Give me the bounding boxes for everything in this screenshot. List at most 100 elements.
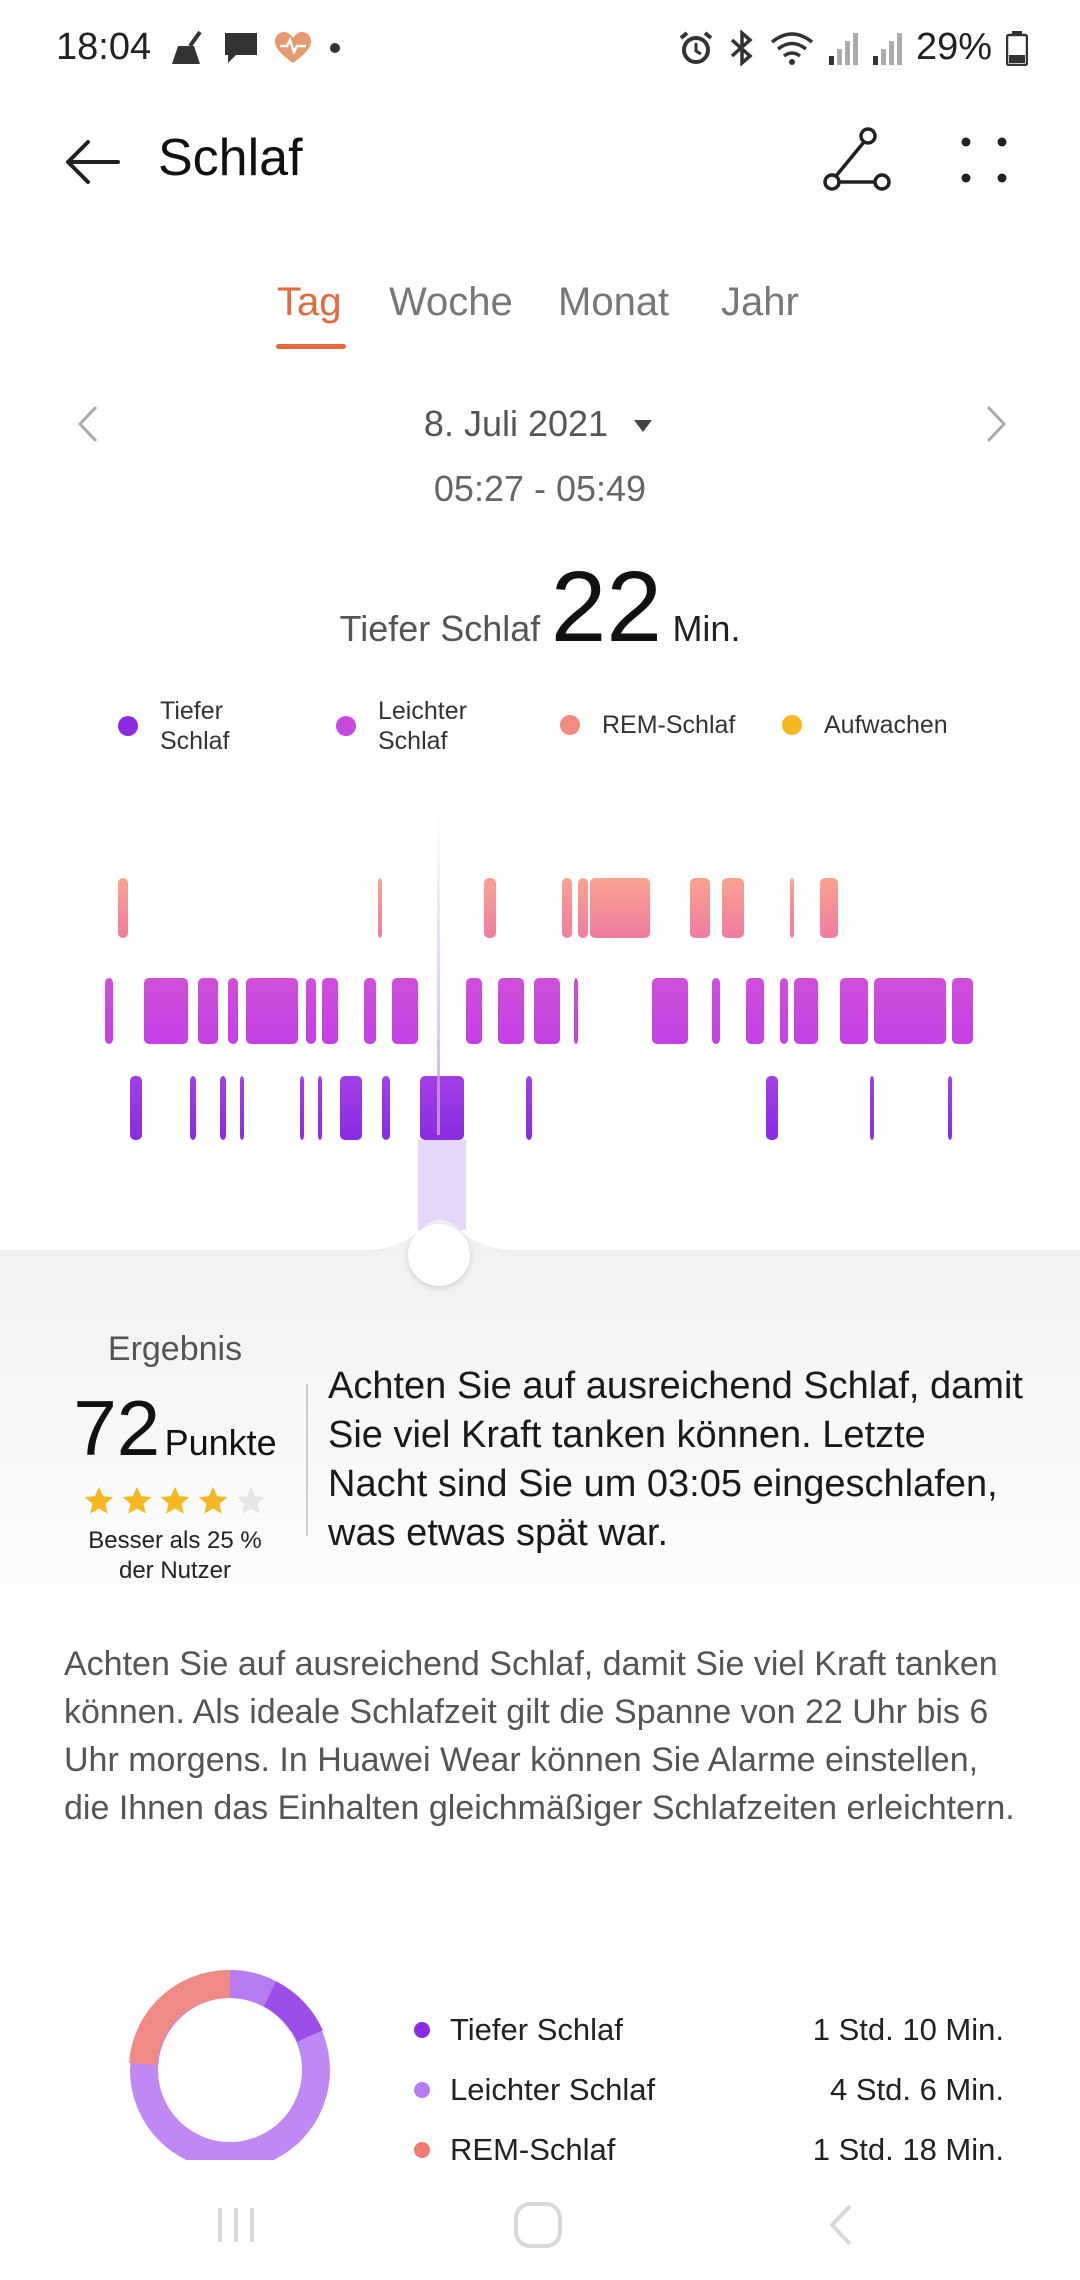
sleep-stage-bar-rem xyxy=(378,878,382,938)
stat-row-deep[interactable]: Tiefer Schlaf 1 Std. 10 Min. xyxy=(414,2000,1004,2060)
chart-cursor-line xyxy=(437,805,440,1135)
battery-percent: 29% xyxy=(915,26,992,68)
stat-name: Tiefer Schlaf xyxy=(450,2012,623,2047)
sleep-stage-bar-light xyxy=(105,978,113,1044)
legend-dot xyxy=(782,715,802,735)
system-back-icon[interactable] xyxy=(812,2200,872,2250)
star-rating xyxy=(40,1484,310,1518)
status-time: 18:04 xyxy=(56,26,152,68)
sleep-stage-bar-light xyxy=(534,978,560,1044)
stat-name: Leichter Schlaf xyxy=(450,2072,656,2107)
chart-legend: Tiefer Schlaf Leichter Schlaf REM-Schlaf A… xyxy=(0,696,1080,766)
legend-label: REM-Schlaf xyxy=(602,711,736,739)
sleep-stage-bar-light xyxy=(144,978,188,1044)
sleep-stage-bar-light xyxy=(498,978,524,1044)
broom-icon xyxy=(172,30,202,64)
sleep-stage-bar-light xyxy=(874,978,946,1044)
star-filled-icon xyxy=(84,1486,114,1514)
chart-scrubber-handle[interactable] xyxy=(408,1224,470,1286)
tab-woche[interactable]: Woche xyxy=(389,280,513,324)
tab-jahr[interactable]: Jahr xyxy=(721,280,799,324)
sleep-stage-bar-light xyxy=(952,978,973,1044)
wifi-icon xyxy=(770,31,814,65)
sleep-stage-bar-deep xyxy=(948,1076,952,1140)
sleep-stage-bar-rem xyxy=(590,878,650,938)
stat-row-light[interactable]: Leichter Schlaf 4 Std. 6 Min. xyxy=(414,2060,1004,2120)
page-title: Schlaf xyxy=(158,129,303,187)
sleep-stage-bar-deep xyxy=(526,1076,532,1140)
battery-icon xyxy=(1006,30,1028,66)
donut-segment-rem xyxy=(129,1969,231,2066)
sleep-stage-bar-deep xyxy=(420,1076,464,1140)
previous-day-icon[interactable] xyxy=(68,399,108,449)
message-icon xyxy=(225,33,257,63)
date-picker[interactable]: 8. Juli 2021 xyxy=(0,403,1080,445)
score-unit: Punkte xyxy=(164,1422,277,1463)
signal-icon xyxy=(872,32,902,65)
sleep-stage-bar-light xyxy=(392,978,418,1044)
legend-label: Schlaf xyxy=(378,727,448,755)
sleep-result: Ergebnis 72 Punkte Besser als 25 % der N… xyxy=(40,1330,310,1586)
sleep-stage-bar-light xyxy=(574,978,578,1044)
summary-label: Tiefer Schlaf xyxy=(339,608,541,649)
sleep-stage-bar-light xyxy=(652,978,688,1044)
next-day-icon[interactable] xyxy=(976,399,1016,449)
date-label: 8. Juli 2021 xyxy=(423,403,609,444)
time-range: 05:27 - 05:49 xyxy=(433,468,647,509)
tab-monat[interactable]: Monat xyxy=(558,280,670,324)
home-icon[interactable] xyxy=(508,2200,568,2250)
tab-tag[interactable]: Tag xyxy=(277,280,342,324)
sleep-stage-chart[interactable] xyxy=(0,790,1080,1250)
sleep-stage-bar-light xyxy=(228,978,238,1044)
sleep-stage-bar-rem xyxy=(484,878,496,938)
legend-label: Aufwachen xyxy=(824,711,948,739)
comparison-line: Besser als 25 % xyxy=(88,1527,262,1554)
score-value: 72 xyxy=(73,1384,161,1472)
dot-icon xyxy=(330,43,340,53)
sleep-stage-bar-light xyxy=(794,978,818,1044)
stat-dot xyxy=(414,2082,430,2098)
star-empty-icon xyxy=(236,1486,266,1514)
summary-value: 22 xyxy=(550,551,662,663)
sleep-stage-bar-deep xyxy=(870,1076,874,1140)
share-icon[interactable] xyxy=(822,126,892,196)
legend-label: Schlaf xyxy=(160,727,230,755)
system-nav-bar xyxy=(0,2160,1080,2280)
sleep-stage-bar-light xyxy=(712,978,720,1044)
sleep-stage-bar-light xyxy=(246,978,298,1044)
stat-value: 4 Std. 6 Min. xyxy=(829,2072,1004,2107)
legend-item-awake: Aufwachen xyxy=(782,710,948,740)
sleep-stage-bar-deep xyxy=(220,1076,226,1140)
result-label: Ergebnis xyxy=(107,1330,243,1368)
star-filled-icon xyxy=(160,1486,190,1514)
sleep-stage-bar-deep xyxy=(382,1076,390,1140)
legend-label: Leichter xyxy=(378,697,467,725)
legend-dot xyxy=(118,716,138,736)
sleep-stage-bar-deep xyxy=(300,1076,304,1140)
deep-sleep-summary: Tiefer Schlaf 22 Min. xyxy=(0,550,1080,665)
back-arrow-icon[interactable] xyxy=(60,130,124,194)
recent-apps-icon[interactable] xyxy=(206,2200,266,2250)
sleep-stage-bar-rem xyxy=(562,878,572,938)
sleep-stage-bar-light xyxy=(466,978,482,1044)
legend-item-rem: REM-Schlaf xyxy=(560,710,735,740)
legend-dot xyxy=(336,716,356,736)
heart-rate-icon xyxy=(275,32,311,63)
result-divider xyxy=(306,1384,308,1536)
more-dots-icon[interactable] xyxy=(956,130,1016,190)
dropdown-triangle-icon xyxy=(634,420,653,433)
legend-item-deep: Tiefer Schlaf xyxy=(118,696,229,756)
app-bar: Schlaf xyxy=(0,110,1080,210)
legend-item-light: Leichter Schlaf xyxy=(336,696,467,756)
sleep-stage-bar-deep xyxy=(318,1076,322,1140)
sleep-stage-bar-deep xyxy=(766,1076,778,1140)
sleep-stage-bar-deep xyxy=(190,1076,196,1140)
star-filled-icon xyxy=(198,1486,228,1514)
alarm-icon xyxy=(679,30,713,64)
sleep-stage-bar-light xyxy=(364,978,376,1044)
tab-indicator xyxy=(276,344,346,349)
signal-icon xyxy=(828,32,858,65)
donut-segment-deep-dark xyxy=(263,1981,323,2043)
sleep-stage-bar-light xyxy=(198,978,218,1044)
sleep-stats-list: Tiefer Schlaf 1 Std. 10 Min. Leichter Sc… xyxy=(414,2000,1004,2180)
